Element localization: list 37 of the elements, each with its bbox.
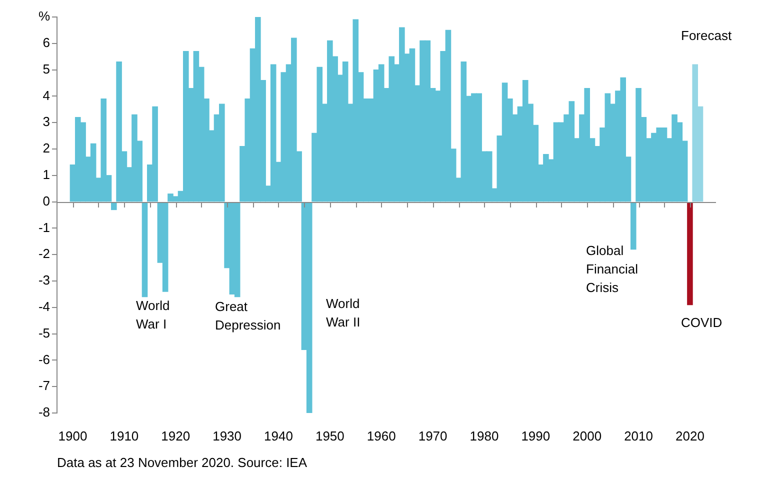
y-tick-label: -8 <box>38 404 50 420</box>
annotation: Forecast <box>681 28 732 44</box>
y-tick-label: -4 <box>38 298 50 314</box>
y-tick-label: -7 <box>38 378 50 394</box>
x-tick-label: 2010 <box>624 428 653 444</box>
y-tick-label: 1 <box>42 166 50 182</box>
annotation: World War I <box>136 298 170 332</box>
annotation: Global Financial Crisis <box>586 243 638 296</box>
y-tick-label: -5 <box>38 325 50 340</box>
annotation: Great Depression <box>215 299 281 333</box>
y-tick-label: -1 <box>38 220 50 235</box>
y-tick-label: 5 <box>42 61 50 76</box>
bar <box>687 202 693 306</box>
y-tick-label: 6 <box>42 34 50 50</box>
y-tick-label: % <box>38 8 50 24</box>
x-tick-label: 1940 <box>264 428 293 444</box>
y-tick-label: 0 <box>42 193 50 208</box>
x-tick-label: 1970 <box>418 428 448 444</box>
text: Data as at 23 November 2020. Source: IEA <box>57 455 308 470</box>
x-tick-label: 1980 <box>470 428 499 444</box>
x-tick-label: 1950 <box>315 428 344 444</box>
x-tick-label: 2020 <box>676 428 704 444</box>
x-tick-label: 1920 <box>161 428 190 444</box>
y-tick-label: 3 <box>42 114 50 130</box>
y-tick-label: 2 <box>42 140 50 156</box>
annotation: COVID <box>681 315 722 330</box>
y-tick-label: -6 <box>38 352 50 367</box>
y-tick-label: -2 <box>38 246 50 262</box>
annotation: World War II <box>326 296 360 330</box>
y-tick-label: -3 <box>38 272 50 288</box>
x-tick-label: 1930 <box>212 428 242 444</box>
x-tick-label: 2000 <box>572 428 602 444</box>
y-tick-label: 4 <box>42 88 50 103</box>
x-tick-label: 1990 <box>521 428 550 444</box>
x-tick-label: 1960 <box>366 428 396 444</box>
x-tick-label: 1900 <box>58 428 88 444</box>
x-tick-label: 1910 <box>110 428 139 444</box>
